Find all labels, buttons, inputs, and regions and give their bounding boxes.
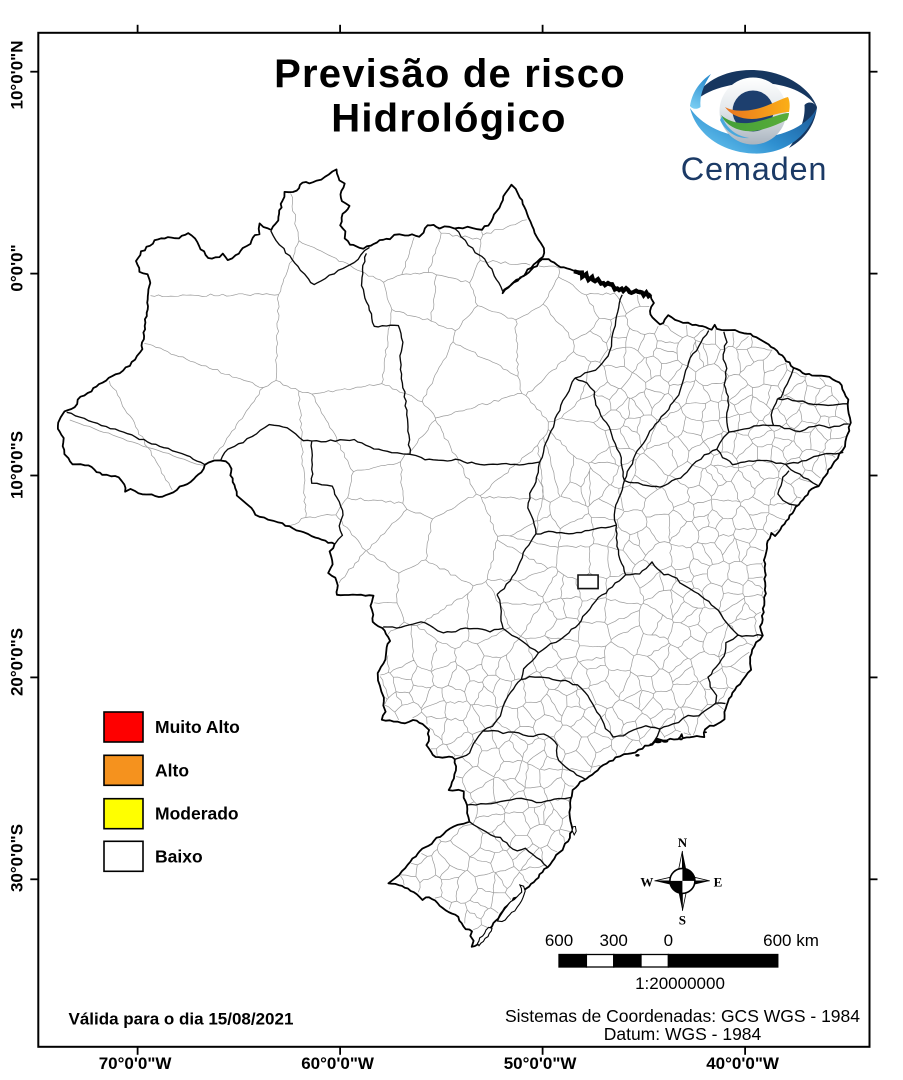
svg-text:Previsão de risco: Previsão de risco [274,52,626,96]
svg-text:600 km: 600 km [763,931,819,950]
svg-text:Alto: Alto [155,760,189,780]
svg-text:Datum: WGS - 1984: Datum: WGS - 1984 [604,1024,762,1044]
svg-text:1:20000000: 1:20000000 [635,974,725,993]
svg-text:W: W [640,874,653,889]
svg-text:Válida para o dia 15/08/2021: Válida para o dia 15/08/2021 [69,1010,294,1029]
svg-text:70°0'0"W: 70°0'0"W [99,1054,173,1073]
svg-text:N: N [678,835,688,850]
svg-text:Sistemas de Coordenadas: GCS W: Sistemas de Coordenadas: GCS WGS - 1984 [505,1006,860,1026]
svg-text:Cemaden: Cemaden [681,151,828,187]
svg-text:600: 600 [545,931,573,950]
svg-text:Baixo: Baixo [155,846,203,866]
svg-text:50°0'0"W: 50°0'0"W [504,1054,578,1073]
svg-text:0: 0 [664,931,673,950]
svg-text:0°0'0": 0°0'0" [8,244,27,291]
svg-text:60°0'0"W: 60°0'0"W [301,1054,375,1073]
svg-text:Moderado: Moderado [155,804,239,824]
svg-text:Muito Alto: Muito Alto [155,717,240,737]
svg-text:30°0'0"S: 30°0'0"S [8,824,27,892]
svg-text:300: 300 [600,931,628,950]
svg-text:40°0'0"W: 40°0'0"W [706,1054,780,1073]
svg-text:Hidrológico: Hidrológico [331,97,566,141]
svg-text:10°0'0"S: 10°0'0"S [8,431,27,499]
svg-text:20°0'0"S: 20°0'0"S [8,628,27,696]
svg-text:E: E [714,874,723,889]
svg-text:10°0'0"N: 10°0'0"N [8,41,27,110]
svg-text:S: S [679,913,686,928]
